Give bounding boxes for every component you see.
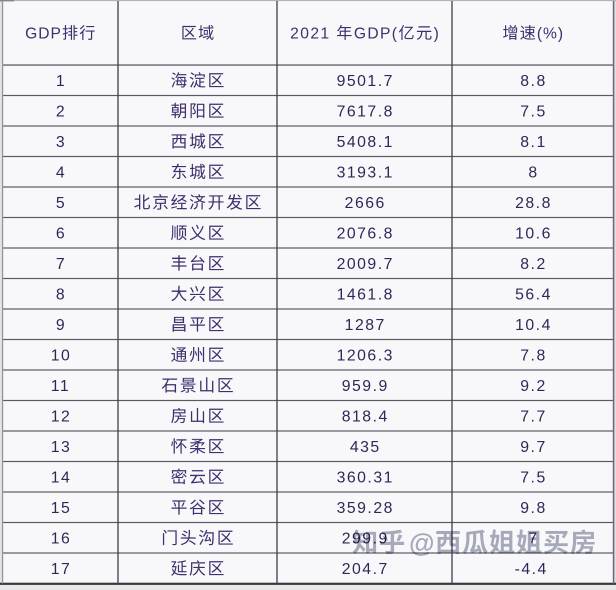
svg-text:17: 17 — [51, 561, 72, 578]
svg-text:8.1: 8.1 — [520, 134, 546, 151]
svg-text:959.9: 959.9 — [342, 378, 389, 395]
svg-text:8: 8 — [528, 164, 538, 181]
svg-text:10.4: 10.4 — [515, 317, 552, 334]
svg-text:1206.3: 1206.3 — [337, 347, 394, 364]
svg-text:8.2: 8.2 — [520, 256, 546, 273]
svg-text:6: 6 — [56, 225, 66, 242]
svg-text:818.4: 818.4 — [342, 408, 389, 425]
svg-text:1287: 1287 — [345, 317, 386, 334]
svg-text:360.31: 360.31 — [337, 469, 394, 486]
svg-text:9501.7: 9501.7 — [337, 73, 394, 90]
svg-text:7: 7 — [56, 256, 66, 273]
svg-text:2009.7: 2009.7 — [337, 256, 394, 273]
svg-text:-4.4: -4.4 — [515, 561, 548, 578]
svg-text:12: 12 — [51, 408, 72, 425]
svg-text:3: 3 — [56, 134, 66, 151]
svg-text:14: 14 — [51, 469, 72, 486]
svg-text:4: 4 — [56, 164, 66, 181]
svg-text:GDP(: GDP( — [354, 26, 399, 43]
svg-text:28.8: 28.8 — [515, 195, 552, 212]
svg-text:7617.8: 7617.8 — [337, 103, 394, 120]
svg-text:GDP: GDP — [25, 26, 62, 43]
svg-text:11: 11 — [51, 378, 70, 395]
svg-text:3193.1: 3193.1 — [337, 164, 394, 181]
svg-text:1461.8: 1461.8 — [337, 286, 394, 303]
svg-text:1: 1 — [56, 73, 66, 90]
svg-text:8: 8 — [56, 286, 66, 303]
svg-text:56.4: 56.4 — [515, 286, 552, 303]
svg-text:204.7: 204.7 — [342, 561, 389, 578]
svg-text:5408.1: 5408.1 — [337, 134, 394, 151]
svg-text:10: 10 — [51, 347, 72, 364]
svg-text:@: @ — [409, 528, 435, 558]
svg-text:5: 5 — [56, 195, 66, 212]
svg-text:9.8: 9.8 — [520, 500, 546, 517]
svg-text:(%): (%) — [537, 26, 564, 43]
svg-text:): ) — [434, 26, 441, 43]
svg-text:16: 16 — [51, 530, 72, 547]
svg-text:9.7: 9.7 — [520, 439, 546, 456]
svg-text:2076.8: 2076.8 — [337, 225, 394, 242]
svg-text:2021: 2021 — [290, 26, 330, 43]
svg-text:10.6: 10.6 — [515, 225, 552, 242]
svg-text:2666: 2666 — [345, 195, 386, 212]
svg-text:15: 15 — [51, 500, 72, 517]
svg-text:13: 13 — [51, 439, 72, 456]
svg-text:7.7: 7.7 — [520, 408, 546, 425]
svg-text:359.28: 359.28 — [337, 500, 394, 517]
svg-text:7.8: 7.8 — [520, 347, 546, 364]
svg-text:2: 2 — [56, 103, 66, 120]
svg-text:7.5: 7.5 — [520, 469, 546, 486]
svg-text:8.8: 8.8 — [520, 73, 546, 90]
svg-text:9: 9 — [56, 317, 66, 334]
svg-text:9.2: 9.2 — [520, 378, 546, 395]
svg-text:7.5: 7.5 — [520, 103, 546, 120]
svg-text:435: 435 — [350, 439, 381, 456]
